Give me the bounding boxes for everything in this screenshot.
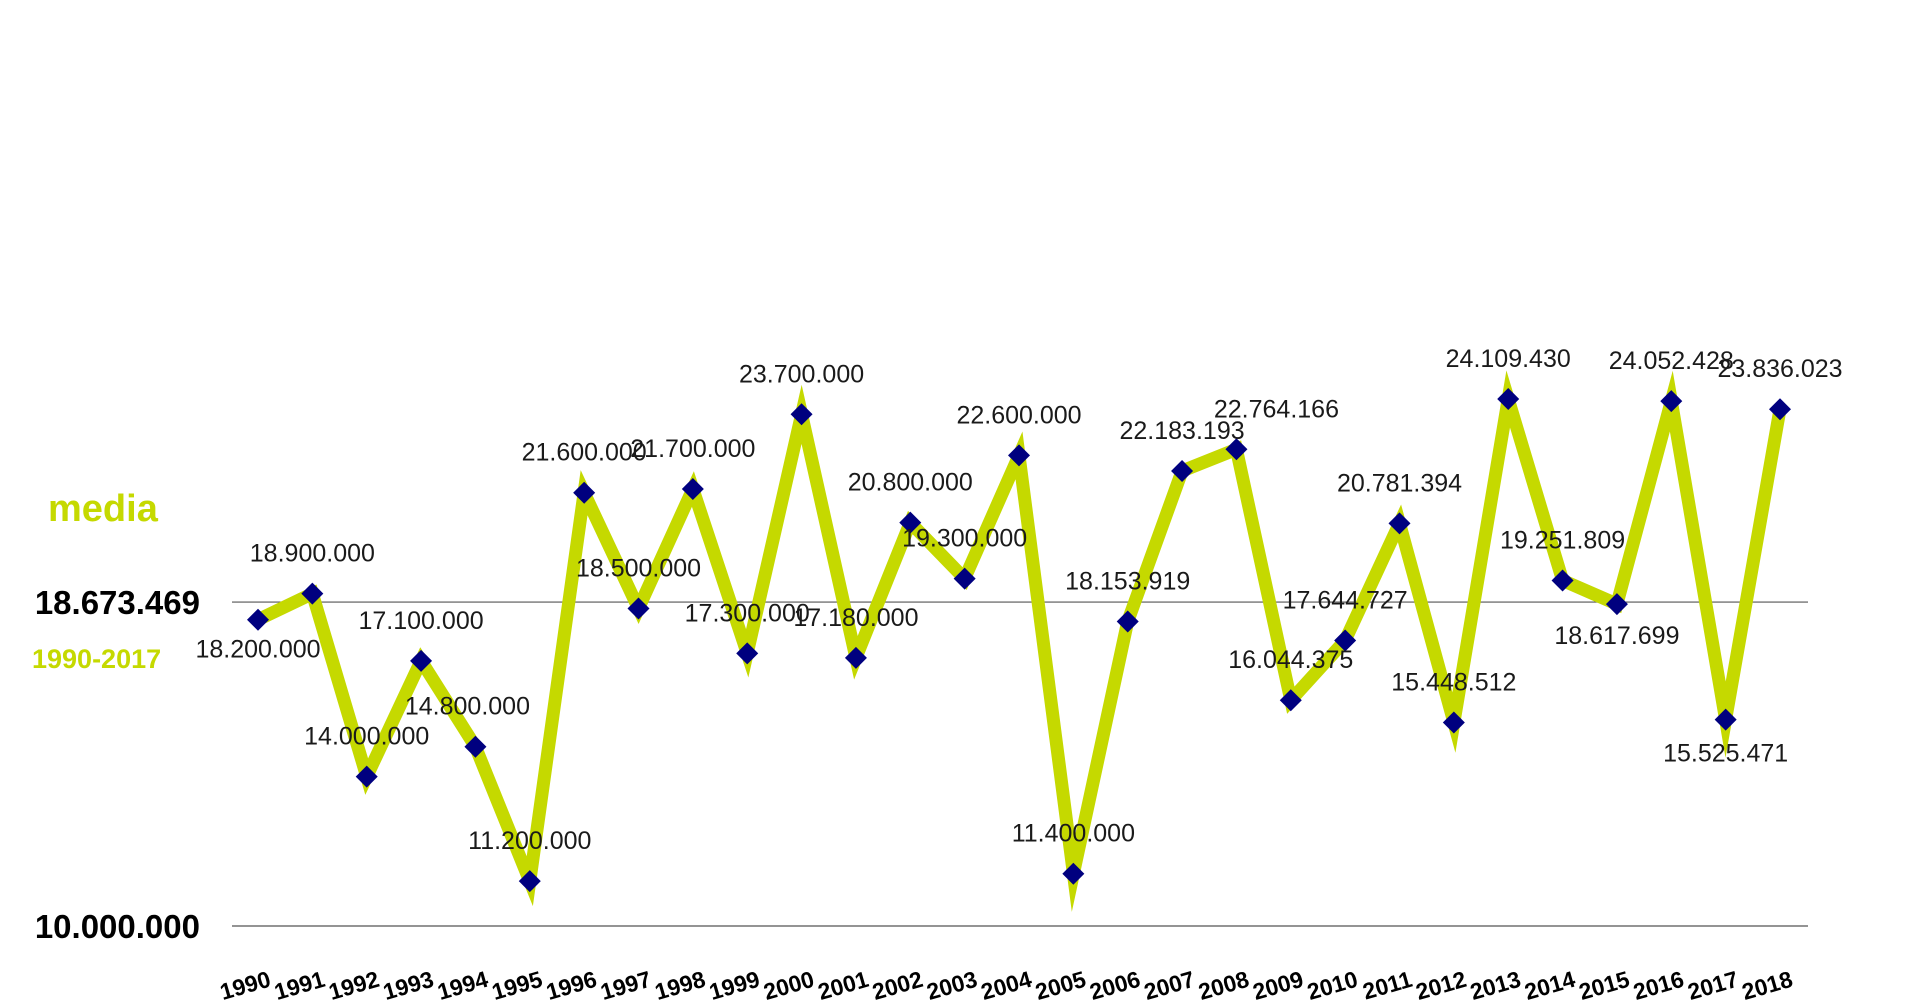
x-tick-label: 1994	[434, 966, 491, 1003]
data-label: 19.251.809	[1500, 526, 1625, 554]
average-range-label: 1990-2017	[32, 644, 161, 674]
data-label: 17.300.000	[685, 599, 810, 627]
data-point-marker	[410, 649, 433, 672]
average-value-label: 18.673.469	[35, 584, 200, 621]
x-tick-label: 1998	[652, 966, 709, 1003]
data-label: 18.900.000	[250, 540, 375, 568]
x-tick-labels-group: 1990199119921993199419951996199719981999…	[217, 966, 1796, 1003]
data-label: 16.044.375	[1228, 646, 1353, 674]
data-label: 24.109.430	[1446, 345, 1571, 373]
x-tick-label: 2000	[761, 966, 817, 1003]
data-label: 19.300.000	[902, 525, 1027, 553]
data-point-marker	[573, 481, 596, 504]
x-tick-label: 2016	[1630, 966, 1686, 1003]
x-tick-label: 2012	[1413, 966, 1469, 1003]
data-label: 22.764.166	[1214, 395, 1339, 423]
x-tick-label: 2018	[1739, 966, 1796, 1003]
x-tick-label: 2003	[924, 966, 980, 1003]
x-tick-label: 2014	[1522, 966, 1579, 1003]
x-tick-label: 1996	[543, 966, 599, 1003]
data-label: 11.200.000	[468, 827, 591, 855]
data-point-marker	[1334, 629, 1357, 652]
data-point-marker	[1279, 689, 1302, 712]
data-point-marker	[247, 608, 269, 631]
data-label: 20.781.394	[1337, 469, 1462, 497]
x-tick-label: 2008	[1195, 966, 1252, 1003]
data-label: 15.525.471	[1663, 740, 1788, 768]
x-tick-label: 2004	[978, 966, 1035, 1003]
data-point-marker	[464, 735, 487, 758]
data-point-marker	[790, 403, 813, 426]
data-point-marker	[1714, 708, 1737, 731]
data-label: 17.100.000	[359, 607, 484, 635]
data-point-marker	[1660, 390, 1683, 413]
data-point-marker	[1388, 512, 1411, 535]
x-tick-label: 1990	[217, 966, 273, 1003]
data-point-marker	[1116, 610, 1139, 633]
x-tick-label: 2007	[1141, 966, 1197, 1003]
data-label: 22.600.000	[956, 401, 1081, 429]
data-point-marker	[844, 646, 867, 669]
data-label: 22.183.193	[1120, 417, 1245, 445]
data-label: 18.153.919	[1065, 567, 1190, 595]
x-tick-label: 1997	[598, 966, 654, 1003]
x-tick-label: 1993	[380, 966, 436, 1003]
data-label: 23.836.023	[1717, 355, 1842, 383]
data-point-marker	[1008, 444, 1030, 467]
data-point-marker	[301, 582, 324, 605]
data-label: 14.000.000	[304, 723, 429, 751]
data-point-marker	[355, 765, 378, 788]
average-label: media	[48, 488, 159, 530]
x-tick-label: 1995	[489, 966, 546, 1003]
x-tick-label: 2017	[1685, 966, 1741, 1003]
data-label: 15.448.512	[1391, 668, 1516, 696]
x-tick-label: 2011	[1360, 966, 1415, 1003]
markers-group	[247, 388, 1791, 893]
data-point-marker	[1551, 569, 1574, 592]
data-point-marker	[1769, 398, 1791, 421]
x-tick-label: 2005	[1032, 966, 1089, 1003]
x-tick-label: 1999	[706, 966, 762, 1003]
data-point-marker	[1225, 438, 1248, 461]
data-label: 18.500.000	[576, 555, 701, 583]
data-point-marker	[1171, 459, 1194, 482]
x-tick-label: 1991	[271, 966, 328, 1003]
x-tick-label: 2013	[1467, 966, 1523, 1003]
data-label: 23.700.000	[739, 360, 864, 388]
x-tick-label: 2010	[1304, 966, 1360, 1003]
data-point-marker	[736, 642, 759, 665]
x-tick-label: 2009	[1250, 966, 1306, 1003]
y-axis-min-label: 10.000.000	[35, 908, 200, 945]
data-label: 18.617.699	[1554, 622, 1679, 650]
x-tick-label: 1992	[326, 966, 382, 1003]
data-point-marker	[1605, 593, 1628, 616]
data-label: 24.052.428	[1609, 347, 1734, 375]
data-point-marker	[953, 567, 976, 590]
data-point-marker	[681, 478, 704, 501]
data-point-marker	[627, 597, 650, 620]
data-label: 21.600.000	[522, 439, 647, 467]
data-label: 20.800.000	[848, 469, 973, 497]
data-point-marker	[1062, 862, 1085, 885]
data-labels-group: 18.200.000 18.900.000 14.000.000 17.100.000…	[195, 345, 1842, 855]
series-line	[255, 370, 1787, 912]
data-label: 18.200.000	[195, 636, 320, 664]
data-label: 14.800.000	[405, 693, 530, 721]
data-label: 17.644.727	[1283, 586, 1408, 614]
data-label: 11.400.000	[1012, 820, 1135, 848]
x-tick-label: 2001	[815, 966, 872, 1003]
x-tick-label: 2002	[869, 966, 925, 1003]
x-tick-label: 2015	[1576, 966, 1633, 1003]
x-tick-label: 2006	[1087, 966, 1143, 1003]
data-label: 17.180.000	[793, 604, 918, 632]
data-point-marker	[1442, 711, 1465, 734]
data-point-marker	[899, 511, 922, 534]
data-point-marker	[518, 870, 541, 893]
data-point-marker	[1497, 388, 1520, 411]
data-label: 21.700.000	[630, 435, 755, 463]
